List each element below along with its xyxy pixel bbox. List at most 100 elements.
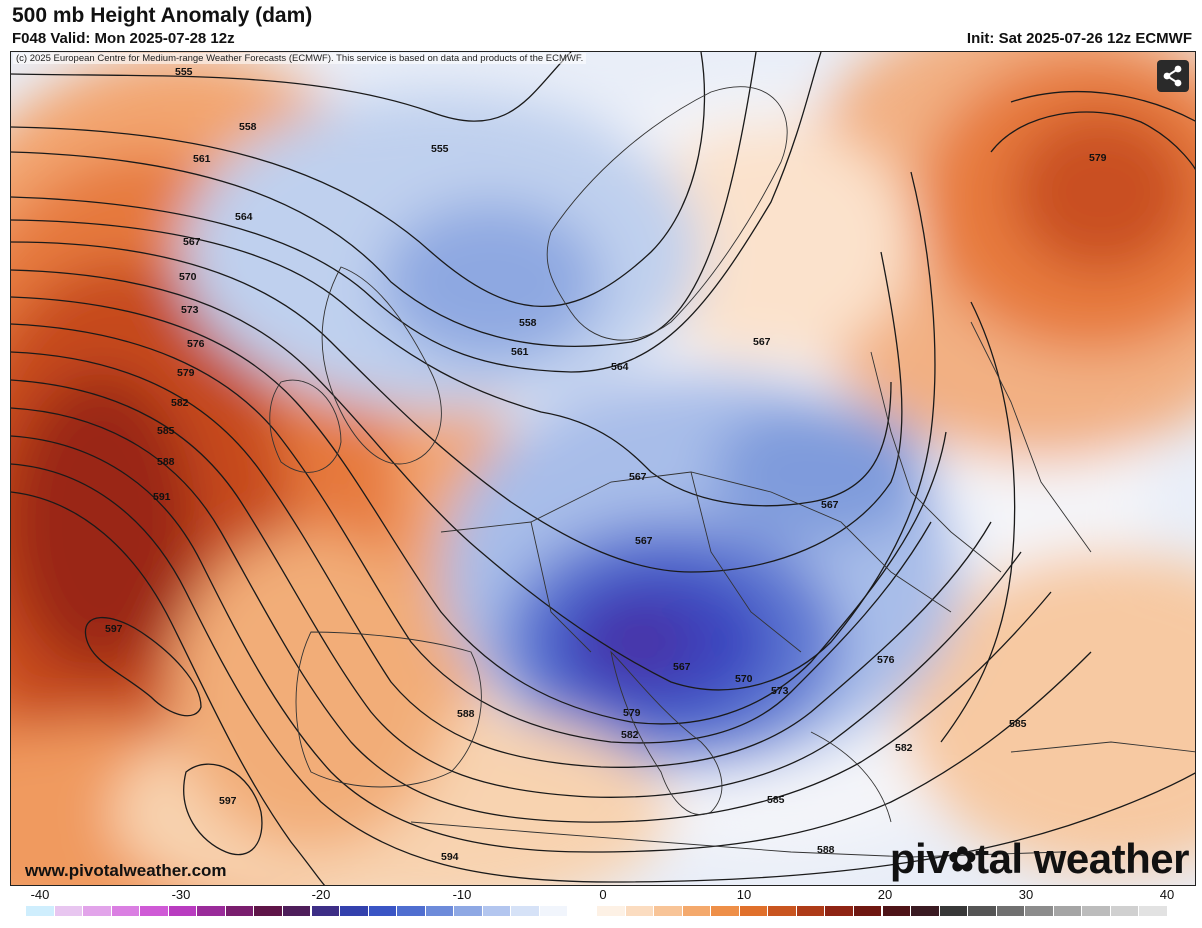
contour-label: 582 xyxy=(895,742,913,754)
colorbar-cell xyxy=(54,906,83,916)
colorbar-cell xyxy=(882,906,911,916)
contour-label: 561 xyxy=(193,153,211,165)
contour-label: 567 xyxy=(753,336,771,348)
colorbar-cell xyxy=(825,906,853,916)
contour-label-group: 555 555 558 558 561 561 564 564 567 567 … xyxy=(105,66,1107,863)
colorbar-tick: 10 xyxy=(736,887,752,902)
contour-label: 567 xyxy=(183,236,201,248)
map-title: 500 mb Height Anomaly (dam) xyxy=(12,4,313,27)
colorbar-cell xyxy=(625,906,654,916)
contour-label: 585 xyxy=(1009,718,1027,730)
colorbar-cell xyxy=(368,906,397,916)
height-contours xyxy=(11,52,1195,885)
contour-label: 582 xyxy=(171,397,189,409)
contour-label: 567 xyxy=(629,471,647,483)
contour-label: 576 xyxy=(877,654,895,666)
colorbar-cell xyxy=(539,906,568,916)
colorbar-cell xyxy=(311,906,340,916)
map-panel[interactable]: 555 555 558 558 561 561 564 564 567 567 … xyxy=(10,51,1196,886)
colorbar-cell xyxy=(939,906,968,916)
share-button[interactable] xyxy=(1157,60,1189,92)
colorbar-cell xyxy=(739,906,768,916)
contour-label: 591 xyxy=(153,491,171,503)
contour-label: 588 xyxy=(817,844,835,856)
colorbar-cell xyxy=(340,906,368,916)
colorbar-cell xyxy=(225,906,254,916)
contour-label: 594 xyxy=(441,851,459,863)
contour-label: 585 xyxy=(767,794,785,806)
contour-label: 567 xyxy=(821,499,839,511)
contour-label: 564 xyxy=(235,211,253,223)
colorbar-cell xyxy=(282,906,311,916)
contour-label: 573 xyxy=(771,685,789,697)
colorbar-ticks: -40 -30 -20 -10 0 10 20 30 40 xyxy=(0,887,1202,903)
copyright-notice: (c) 2025 European Centre for Medium-rang… xyxy=(13,53,587,64)
colorbar-cell xyxy=(1110,906,1139,916)
colorbar-tick: -10 xyxy=(452,887,472,902)
share-icon xyxy=(1163,65,1182,87)
contour-label: 564 xyxy=(611,361,629,373)
colorbar-cell xyxy=(511,906,539,916)
colorbar-tick: -40 xyxy=(30,887,50,902)
site-url[interactable]: www.pivotalweather.com xyxy=(25,861,227,880)
colorbar-tick: 0 xyxy=(599,887,607,902)
colorbar-cell xyxy=(26,906,54,916)
contour-label: 570 xyxy=(735,673,753,685)
colorbar-cell xyxy=(568,906,596,916)
logo-text-left: piv xyxy=(889,835,950,882)
contour-label: 588 xyxy=(157,456,175,468)
colorbar-cell xyxy=(83,906,111,916)
contour-label: 558 xyxy=(519,317,537,329)
contour-label: 555 xyxy=(431,143,449,155)
contour-label: 597 xyxy=(105,623,123,635)
valid-time: F048 Valid: Mon 2025-07-28 12z xyxy=(12,30,235,47)
colorbar-tick: 40 xyxy=(1159,887,1175,902)
anomaly-map[interactable]: 555 555 558 558 561 561 564 564 567 567 … xyxy=(11,52,1196,886)
contour-label: 588 xyxy=(457,708,475,720)
contour-label: 561 xyxy=(511,346,529,358)
logo-text-right: tal weather xyxy=(975,835,1189,882)
contour-label: 579 xyxy=(177,367,195,379)
contour-label: 576 xyxy=(187,338,205,350)
colorbar-cell xyxy=(140,906,168,916)
contour-label: 567 xyxy=(673,661,691,673)
colorbar-cell xyxy=(968,906,996,916)
contour-label: 573 xyxy=(181,304,199,316)
colorbar-cell xyxy=(853,906,882,916)
init-time: Init: Sat 2025-07-26 12z ECMWF xyxy=(966,30,1192,47)
contour-label: 555 xyxy=(175,66,193,78)
colorbar-cell xyxy=(1082,906,1110,916)
colorbar-cell xyxy=(1025,906,1053,916)
colorbar xyxy=(26,906,1168,916)
colorbar-tick: 30 xyxy=(1018,887,1034,902)
colorbar-cell xyxy=(597,906,625,916)
colorbar-cell xyxy=(996,906,1025,916)
colorbar-cell xyxy=(1139,906,1167,916)
colorbar-tick: 20 xyxy=(877,887,893,902)
gear-icon: ✿ xyxy=(948,841,977,879)
colorbar-cell xyxy=(711,906,739,916)
contour-label: 597 xyxy=(219,795,237,807)
colorbar-cell xyxy=(397,906,425,916)
colorbar-cell xyxy=(425,906,454,916)
contour-label: 579 xyxy=(1089,152,1107,164)
colorbar-cell xyxy=(197,906,225,916)
contour-label: 579 xyxy=(623,707,641,719)
contour-label: 567 xyxy=(635,535,653,547)
colorbar-cell xyxy=(654,906,682,916)
colorbar-cell xyxy=(168,906,197,916)
colorbar-cell xyxy=(454,906,482,916)
colorbar-cell xyxy=(1053,906,1082,916)
colorbar-cell xyxy=(682,906,711,916)
contour-label: 582 xyxy=(621,729,639,741)
colorbar-cell xyxy=(254,906,282,916)
colorbar-tick: -20 xyxy=(311,887,331,902)
contour-label: 570 xyxy=(179,271,197,283)
colorbar-tick: -30 xyxy=(171,887,191,902)
colorbar-cell xyxy=(768,906,796,916)
anomaly-shading xyxy=(11,52,1195,885)
contour-label: 558 xyxy=(239,121,257,133)
pivotal-weather-logo: piv✿tal weather xyxy=(889,835,1190,883)
contour-label: 585 xyxy=(157,425,175,437)
colorbar-cell xyxy=(482,906,511,916)
